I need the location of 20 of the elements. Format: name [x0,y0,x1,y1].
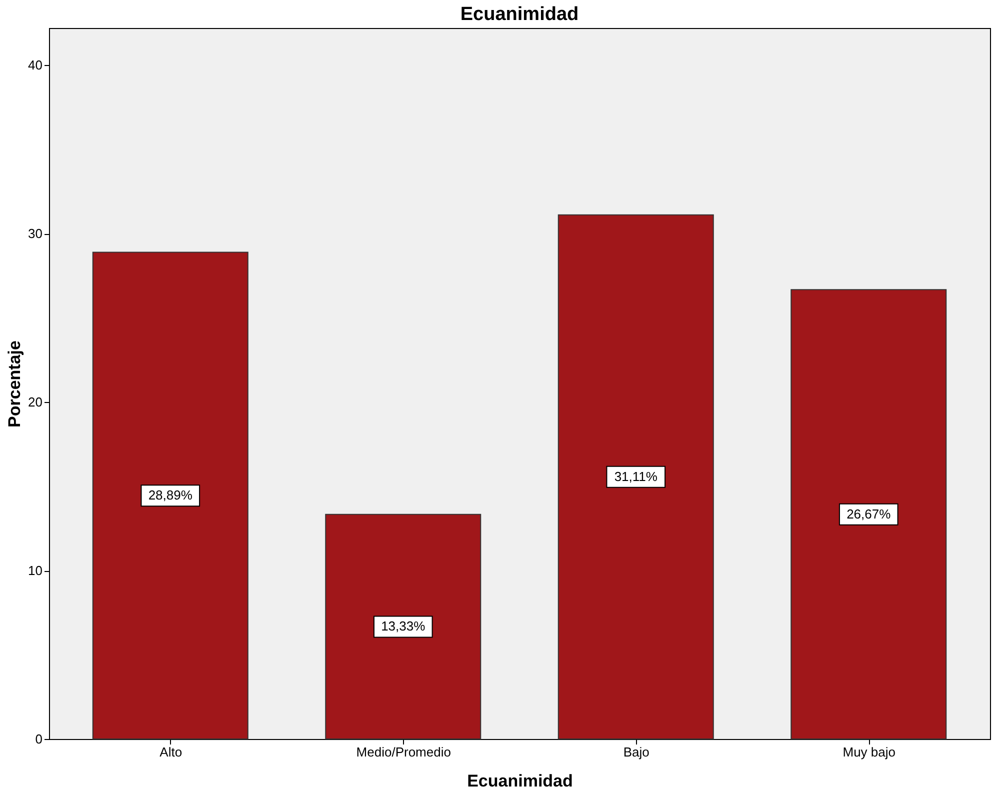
x-tick-label: Bajo [623,744,650,760]
x-tick-label: Alto [160,744,182,760]
y-tick-label: 10 [28,563,42,578]
bar [92,252,248,740]
bar [790,289,947,740]
y-tick-label: 0 [35,732,42,746]
x-tick-label: Medio/Promedio [356,744,451,760]
bar [558,214,714,740]
data-label: 26,67% [846,506,892,522]
y-tick-label: 40 [28,58,42,73]
data-label: 31,11% [614,468,658,484]
y-tick-label: 20 [28,394,42,410]
data-label: 13,33% [381,618,426,634]
x-axis-title: Ecuanimidad [467,772,573,790]
y-axis-title: Porcentaje [5,340,24,428]
data-label: 28,89% [148,488,193,503]
y-tick-label: 30 [28,226,42,242]
x-tick-label: Muy bajo [842,744,896,760]
chart-title: Ecuanimidad [460,4,579,25]
bar [325,514,482,740]
